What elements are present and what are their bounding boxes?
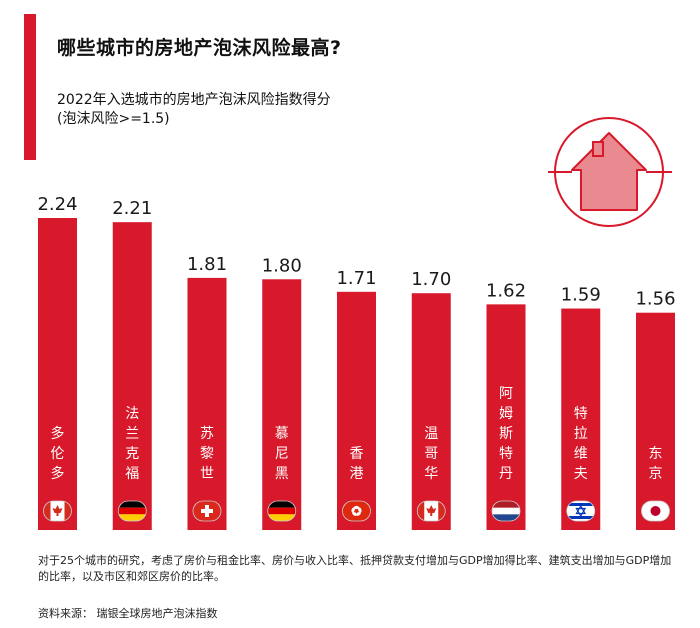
flag-germany (267, 500, 297, 522)
flag-canada (43, 500, 72, 522)
value-label: 1.56 (635, 289, 675, 310)
bar (636, 312, 675, 530)
value-label: 1.62 (486, 280, 526, 301)
chart-subtitle: 2022年入选城市的房地产泡沫风险指数得分 (泡沫风险>=1.5) (57, 91, 331, 129)
flag-canada (416, 500, 446, 522)
category-label: 特拉维夫 (574, 406, 588, 482)
flag-israel (566, 500, 596, 522)
flag-netherlands (491, 500, 521, 522)
category-label: 慕尼黑 (275, 426, 289, 482)
category-label: 法兰克福 (125, 406, 139, 482)
subtitle-line-2: (泡沫风险>=1.5) (57, 111, 170, 127)
value-label: 1.81 (187, 254, 227, 275)
flag-germany (117, 500, 147, 522)
flag-hong-kong (342, 500, 371, 522)
subtitle-line-1: 2022年入选城市的房地产泡沫风险指数得分 (57, 92, 331, 108)
accent-bar (24, 14, 36, 160)
bar (112, 222, 152, 530)
value-label: 1.70 (411, 269, 451, 290)
category-label: 阿姆斯特丹 (499, 386, 513, 482)
category-label: 香港 (350, 446, 364, 482)
footnote: 对于25个城市的研究，考虑了房价与租金比率、房价与收入比率、抵押贷款支付增加与G… (38, 554, 672, 583)
bar (486, 304, 526, 530)
bar (187, 277, 227, 530)
bar (38, 218, 77, 530)
bar (411, 293, 451, 530)
category-label: 多伦多 (51, 425, 65, 482)
bar (337, 291, 376, 530)
flag-switzerland (192, 500, 222, 522)
bar (262, 279, 302, 530)
bar-chart: 2.24 多伦多 2.21 法兰克福 1.81 苏黎世 1.80 慕尼黑 1.71 香港 1.70 温… (37, 117, 676, 530)
category-label: 苏黎世 (200, 426, 214, 482)
flag-japan (641, 500, 670, 522)
source: 资料来源： 瑞银全球房地产泡沫指数 (38, 607, 218, 620)
house-icon (548, 117, 672, 227)
value-label: 1.71 (336, 268, 376, 289)
category-label: 温哥华 (424, 426, 438, 482)
value-label: 1.59 (561, 285, 601, 306)
value-label: 1.80 (262, 255, 302, 276)
category-label: 东京 (649, 446, 663, 482)
bar (561, 308, 601, 530)
value-label: 2.21 (112, 198, 152, 219)
chart-title: 哪些城市的房地产泡沫风险最高? (57, 37, 342, 59)
value-label: 2.24 (37, 194, 77, 215)
